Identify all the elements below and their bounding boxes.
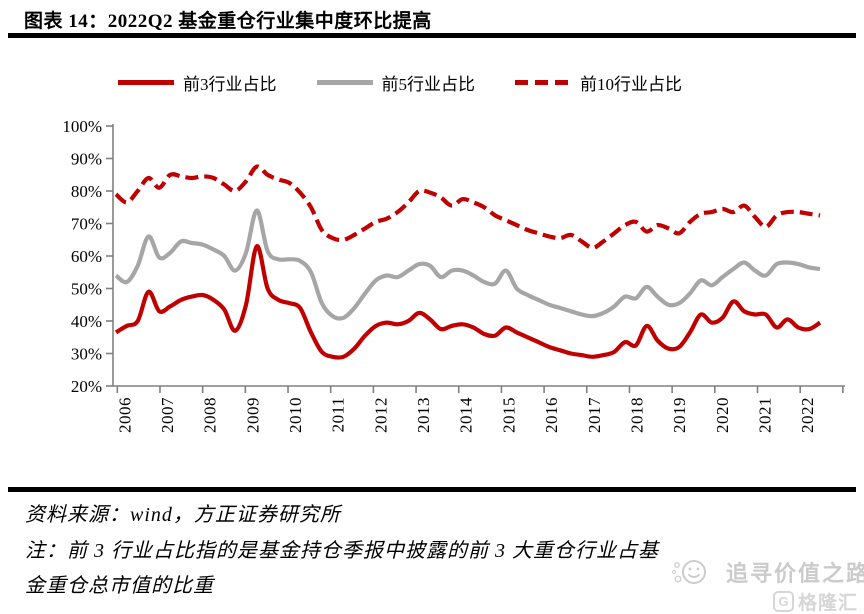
x-axis-label: 2017 — [585, 397, 604, 433]
x-axis-label: 2006 — [115, 397, 134, 433]
x-axis-label: 2011 — [329, 397, 348, 432]
x-axis-label: 2007 — [158, 397, 177, 433]
watermark: 追寻价值之路 — [670, 556, 864, 588]
brand-logo-text: 格隆汇 — [798, 593, 859, 614]
x-axis-label: 2014 — [457, 397, 476, 433]
figure-title: 图表 14：2022Q2 基金重仓行业集中度环比提高 — [24, 11, 432, 32]
x-axis-label: 2016 — [542, 397, 561, 433]
y-axis-label: 90% — [71, 149, 102, 168]
x-axis-label: 2013 — [414, 397, 433, 433]
series-line-前5行业占比 — [114, 208, 821, 321]
y-axis-label: 40% — [71, 312, 102, 331]
legend-label-top5: 前5行业占比 — [381, 75, 476, 94]
x-axis-label: 2019 — [670, 397, 689, 433]
title-divider-bar — [8, 33, 856, 38]
legend-line-swatch-top10 — [515, 80, 571, 85]
legend-line-swatch-top5 — [316, 80, 373, 85]
y-axis-label: 50% — [71, 279, 102, 298]
x-axis-label: 2009 — [243, 397, 262, 433]
brand-logo: G 格隆汇 — [773, 588, 858, 614]
legend-item-top3: 前3行业占比 — [118, 70, 277, 95]
y-axis-label: 70% — [71, 214, 102, 233]
x-axis-label: 2021 — [756, 397, 775, 433]
legend-line-swatch-top3 — [118, 80, 174, 85]
watermark-text: 追寻价值之路 — [726, 561, 864, 586]
x-axis-label: 2012 — [371, 397, 390, 433]
y-axis-label: 30% — [71, 344, 102, 363]
y-axis-label: 80% — [71, 182, 102, 201]
x-axis-label: 2022 — [798, 397, 817, 433]
y-axis-label: 60% — [71, 247, 102, 266]
smiley-face-icon — [671, 560, 706, 584]
legend-item-top5: 前5行业占比 — [316, 70, 476, 95]
x-axis-label: 2018 — [627, 397, 646, 433]
footnote-line-2: 金重仓总市值的比重 — [25, 575, 214, 597]
legend-label-top10: 前10行业占比 — [580, 75, 682, 94]
x-axis-label: 2010 — [286, 397, 305, 433]
y-axis-label: 20% — [71, 377, 102, 396]
source-note: 资料来源：wind，方正证券研究所 — [25, 504, 341, 526]
x-axis-label: 2020 — [713, 397, 732, 433]
x-axis-label: 2015 — [499, 397, 518, 433]
footer-divider-bar — [8, 487, 856, 492]
footnote-line-1: 注：前 3 行业占比指的是基金持仓季报中披露的前 3 大重仓行业占基 — [25, 540, 659, 562]
chart-legend: 前3行业占比 前5行业占比 前10行业占比 — [118, 70, 682, 95]
legend-label-top3: 前3行业占比 — [183, 75, 277, 94]
series-line-前10行业占比 — [114, 164, 821, 250]
brand-g-icon: G — [773, 591, 794, 612]
industry-concentration-line-chart: 20% 30% 40% 50% 60% 70% 80% 90% 100% 2006 2007 2008… — [62, 117, 845, 433]
series-line-前3行业占比 — [114, 244, 822, 360]
x-axis-label: 2008 — [201, 397, 220, 433]
y-axis-label: 100% — [62, 117, 102, 136]
legend-item-top10: 前10行业占比 — [515, 70, 682, 95]
